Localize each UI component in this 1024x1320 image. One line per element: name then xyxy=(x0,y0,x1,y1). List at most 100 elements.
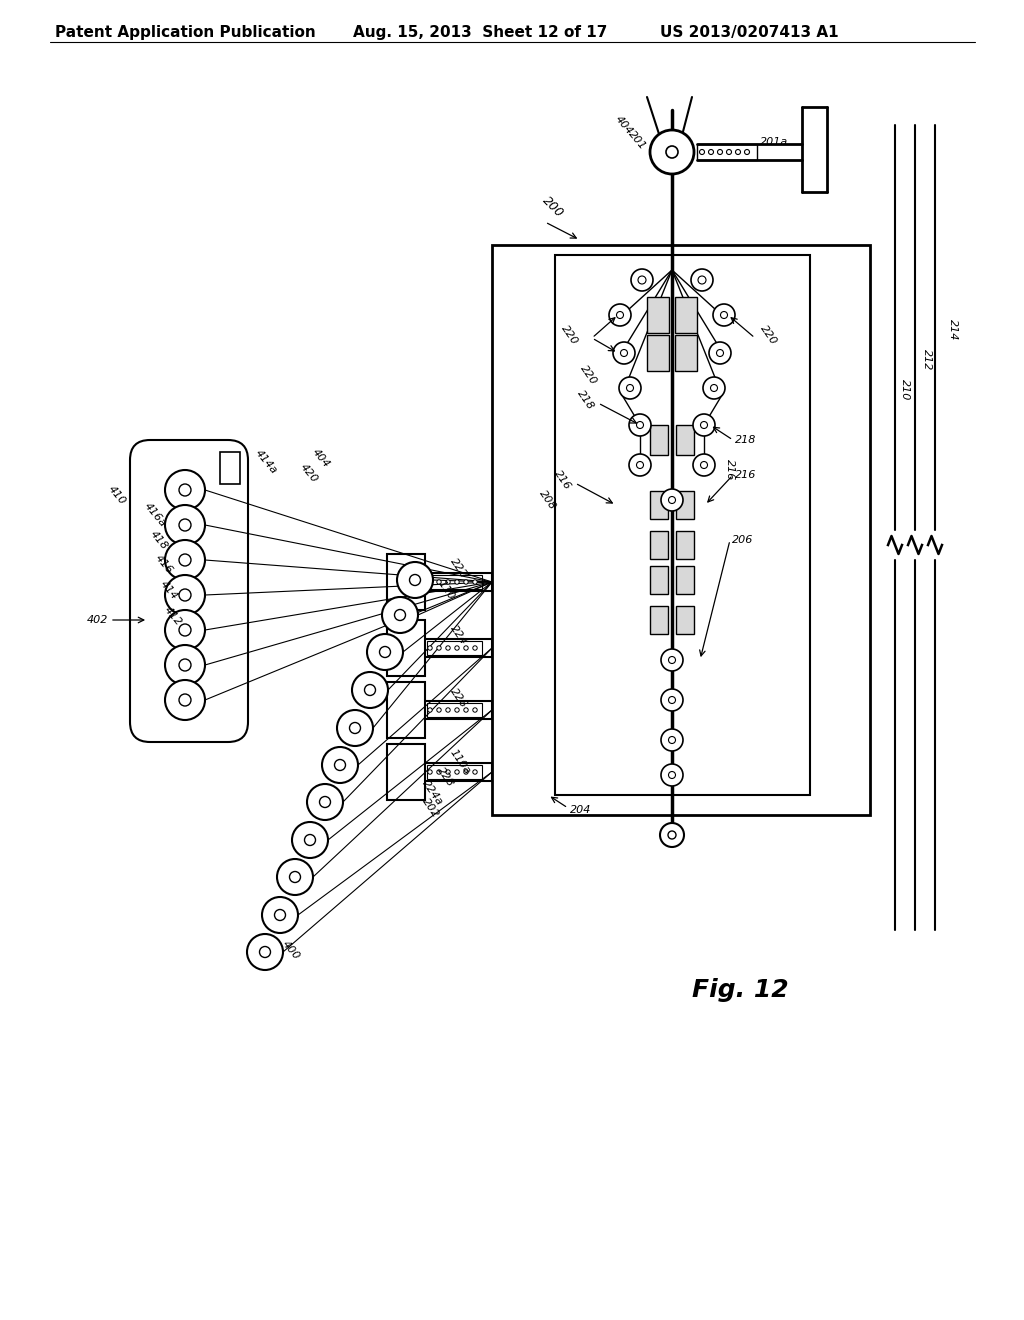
Text: 400: 400 xyxy=(280,939,301,961)
Bar xyxy=(650,425,668,455)
Text: 216: 216 xyxy=(735,470,757,480)
Circle shape xyxy=(638,276,646,284)
Bar xyxy=(676,606,694,634)
Circle shape xyxy=(445,770,451,775)
Circle shape xyxy=(669,771,676,779)
Circle shape xyxy=(631,269,653,290)
Circle shape xyxy=(319,796,331,808)
Circle shape xyxy=(179,519,191,531)
Text: 216: 216 xyxy=(725,459,735,480)
Bar xyxy=(676,425,694,455)
Circle shape xyxy=(744,149,750,154)
Circle shape xyxy=(735,149,740,154)
Circle shape xyxy=(666,147,678,158)
Circle shape xyxy=(662,729,683,751)
Circle shape xyxy=(165,470,205,510)
Circle shape xyxy=(428,708,432,713)
Text: 220: 220 xyxy=(559,323,580,347)
Circle shape xyxy=(322,747,358,783)
Circle shape xyxy=(455,645,459,651)
Text: 416: 416 xyxy=(153,553,174,576)
Circle shape xyxy=(637,462,643,469)
Circle shape xyxy=(380,647,390,657)
Circle shape xyxy=(711,384,718,392)
Circle shape xyxy=(179,589,191,601)
Text: 228: 228 xyxy=(435,766,456,788)
Bar xyxy=(422,701,492,719)
Circle shape xyxy=(165,576,205,615)
Circle shape xyxy=(700,421,708,429)
Text: 222: 222 xyxy=(449,556,468,579)
Text: 412: 412 xyxy=(162,605,183,627)
Circle shape xyxy=(335,759,345,771)
Circle shape xyxy=(473,579,477,585)
Circle shape xyxy=(662,764,683,785)
Text: 110a: 110a xyxy=(449,747,472,776)
Text: 402: 402 xyxy=(87,615,108,624)
Text: Fig. 12: Fig. 12 xyxy=(691,978,788,1002)
Circle shape xyxy=(726,149,731,154)
Text: 414a: 414a xyxy=(253,447,279,477)
Text: 218: 218 xyxy=(575,388,596,412)
Circle shape xyxy=(662,488,683,511)
Circle shape xyxy=(259,946,270,957)
Bar xyxy=(647,297,669,333)
Circle shape xyxy=(668,832,676,840)
Bar xyxy=(555,255,810,795)
Circle shape xyxy=(304,834,315,846)
Bar xyxy=(697,144,757,160)
Text: 416a: 416a xyxy=(142,502,168,529)
Text: 204: 204 xyxy=(570,805,592,814)
Circle shape xyxy=(669,697,676,704)
Circle shape xyxy=(700,462,708,469)
Circle shape xyxy=(713,304,735,326)
Text: 420: 420 xyxy=(298,462,319,484)
Bar xyxy=(387,682,425,738)
Bar xyxy=(427,576,482,589)
Text: 216: 216 xyxy=(553,469,573,491)
Circle shape xyxy=(455,770,459,775)
Circle shape xyxy=(464,708,468,713)
Text: 224a: 224a xyxy=(420,779,444,808)
Circle shape xyxy=(394,610,406,620)
Circle shape xyxy=(609,304,631,326)
Circle shape xyxy=(292,822,328,858)
Circle shape xyxy=(179,484,191,496)
Circle shape xyxy=(437,645,441,651)
Bar xyxy=(427,766,482,779)
Circle shape xyxy=(709,149,714,154)
Circle shape xyxy=(428,645,432,651)
Text: 212: 212 xyxy=(922,350,932,371)
Circle shape xyxy=(464,645,468,651)
Circle shape xyxy=(437,708,441,713)
Circle shape xyxy=(437,770,441,775)
Circle shape xyxy=(455,708,459,713)
Circle shape xyxy=(693,414,715,436)
Bar xyxy=(387,620,425,676)
Circle shape xyxy=(698,276,706,284)
Circle shape xyxy=(165,506,205,545)
Circle shape xyxy=(703,378,725,399)
Circle shape xyxy=(662,689,683,711)
Circle shape xyxy=(627,384,634,392)
Text: 224: 224 xyxy=(449,623,468,647)
Circle shape xyxy=(437,579,441,585)
Circle shape xyxy=(709,342,731,364)
Text: 218: 218 xyxy=(735,436,757,445)
Circle shape xyxy=(473,645,477,651)
Circle shape xyxy=(179,554,191,566)
Circle shape xyxy=(165,540,205,579)
Circle shape xyxy=(247,935,283,970)
Bar xyxy=(647,335,669,371)
Circle shape xyxy=(660,822,684,847)
Circle shape xyxy=(618,378,641,399)
Text: 200: 200 xyxy=(540,194,566,220)
Text: 404: 404 xyxy=(310,446,332,470)
Circle shape xyxy=(455,579,459,585)
Text: 220: 220 xyxy=(758,323,778,347)
Circle shape xyxy=(650,129,694,174)
Circle shape xyxy=(428,579,432,585)
Circle shape xyxy=(629,414,651,436)
Circle shape xyxy=(367,634,403,671)
Bar xyxy=(650,491,668,519)
